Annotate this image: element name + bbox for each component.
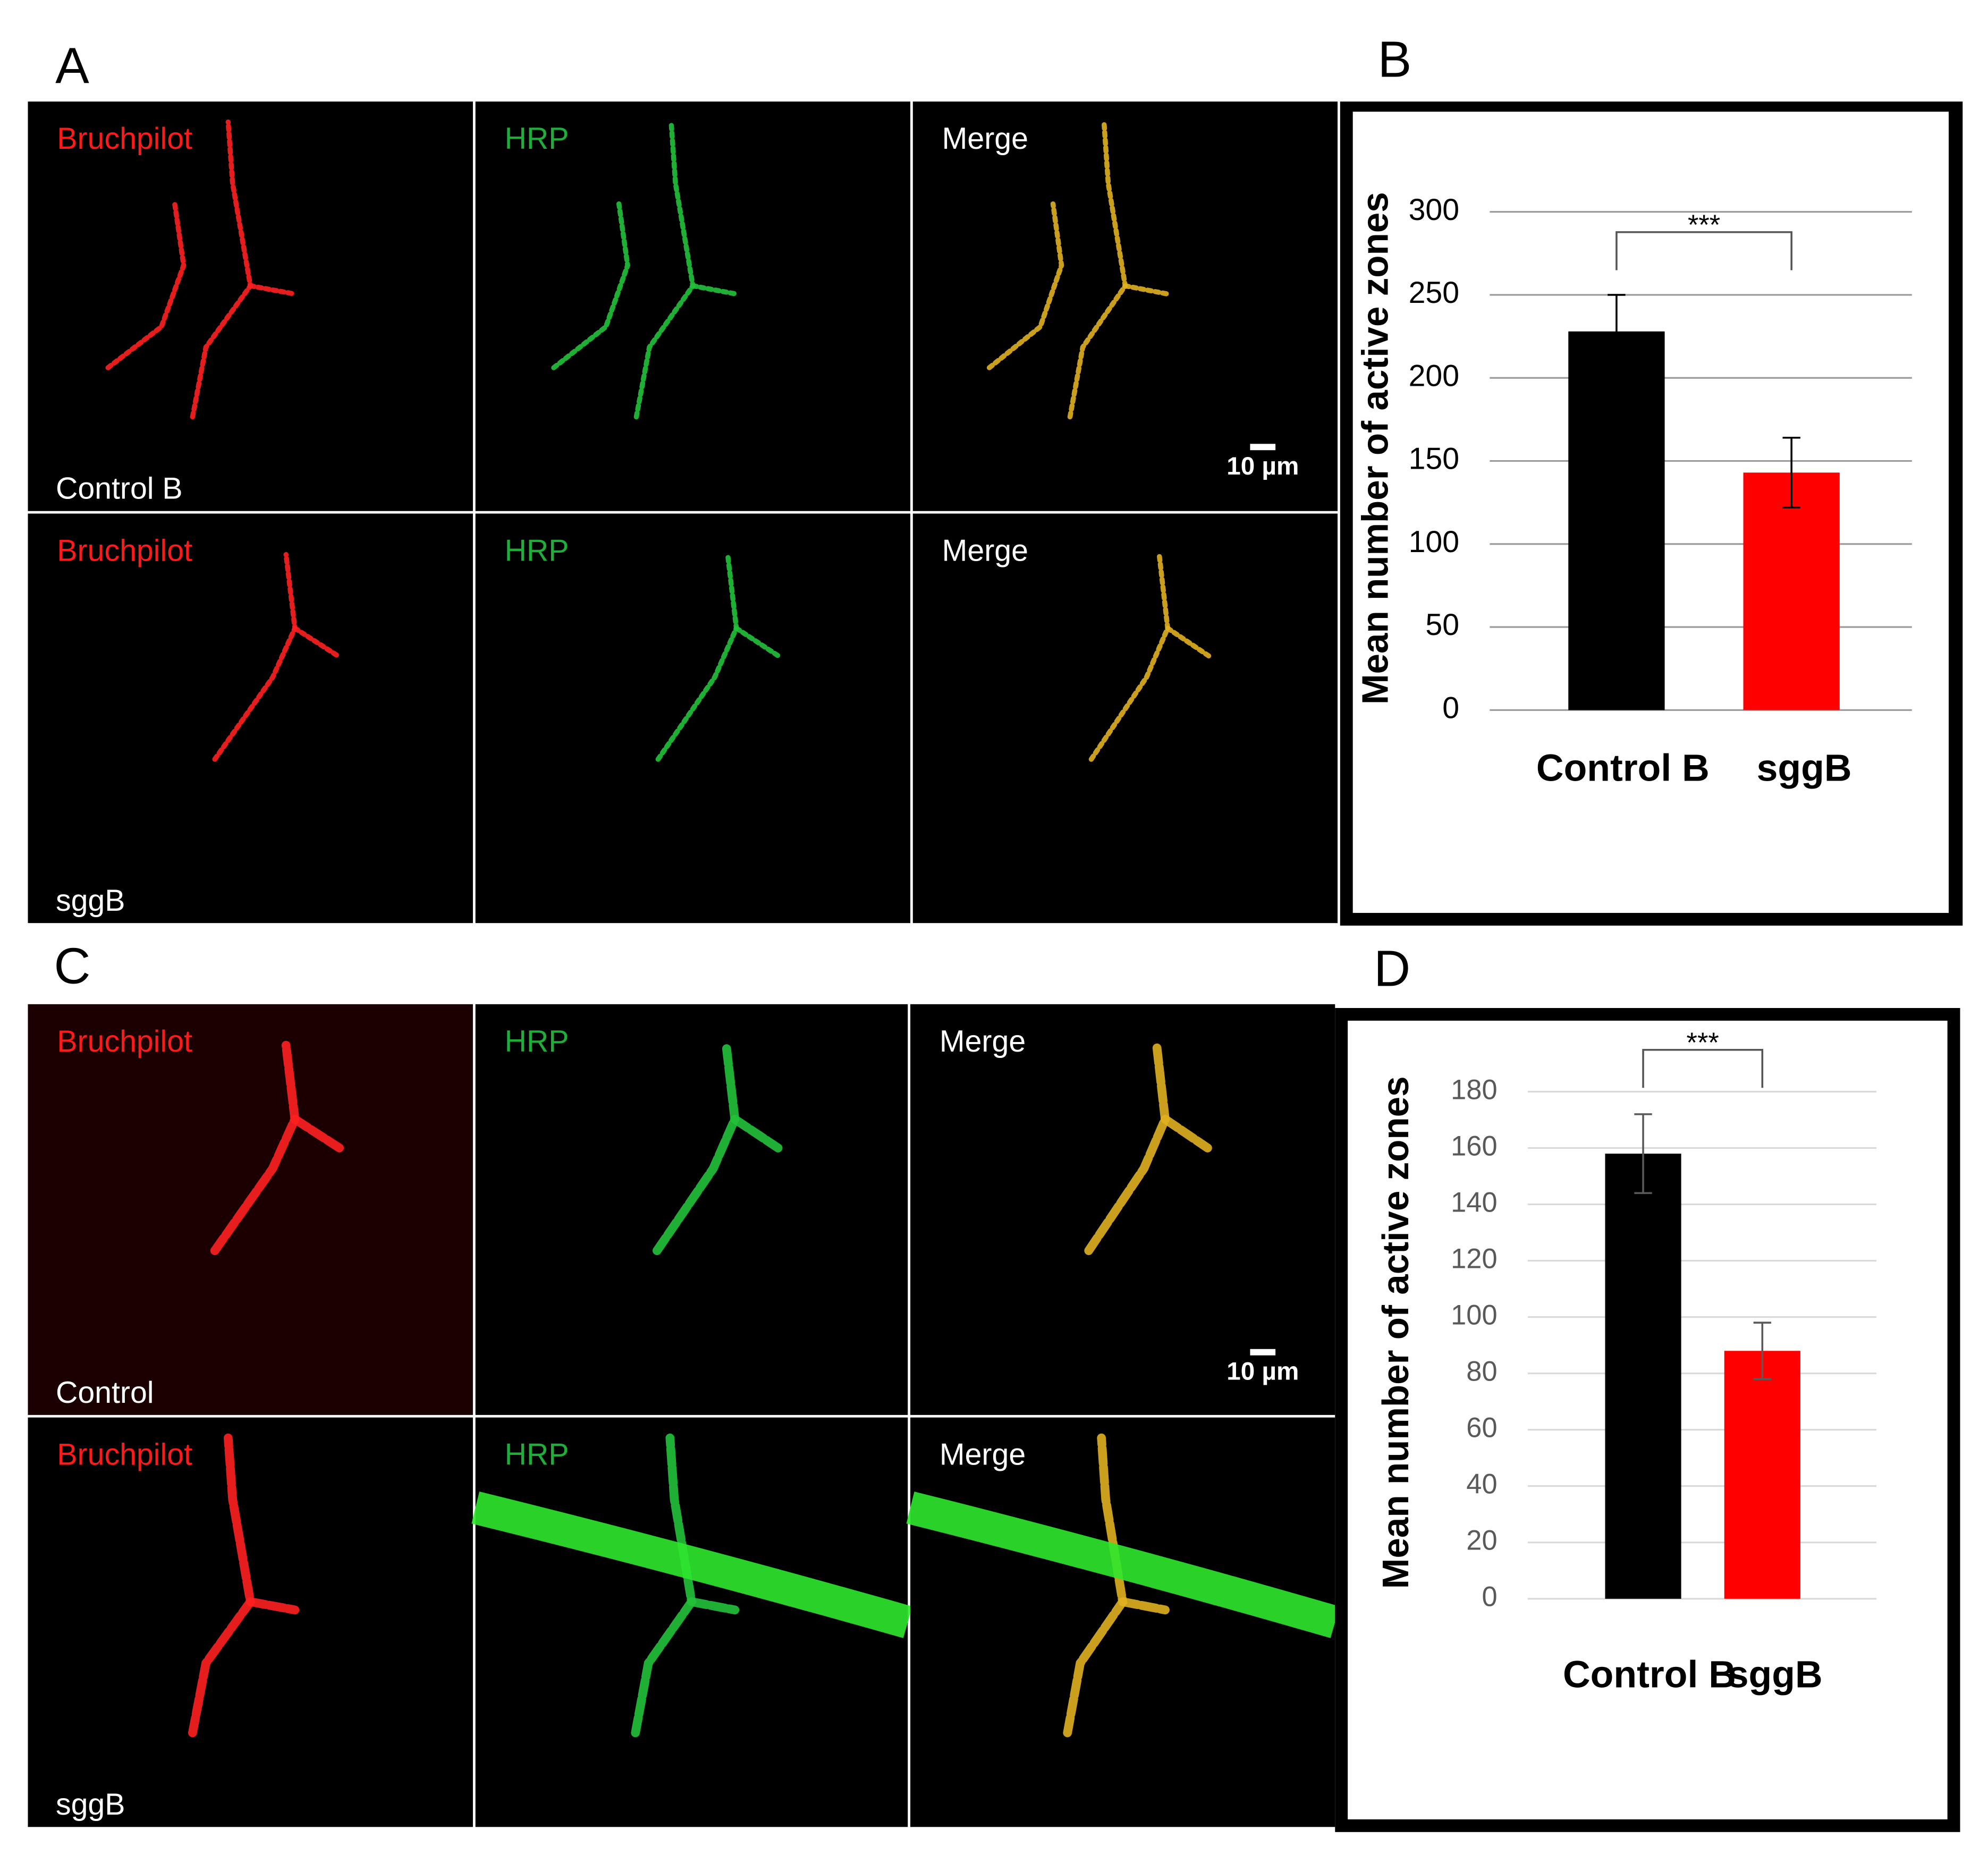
- bar: [1724, 1351, 1800, 1599]
- scale-bar: [1250, 1349, 1276, 1356]
- panel-letter: A: [55, 38, 89, 95]
- y-tick-label: 0: [1442, 691, 1459, 725]
- channel-label: Merge: [942, 122, 1028, 156]
- scale-bar: [1250, 444, 1276, 451]
- micrograph: [475, 513, 911, 924]
- micrograph: [28, 1417, 473, 1827]
- neuron-branch: [1118, 1597, 1170, 1615]
- neuron-branch: [212, 552, 298, 762]
- y-tick-label: 140: [1451, 1187, 1498, 1218]
- micrograph: [910, 1004, 1335, 1415]
- error-bar: [1782, 436, 1800, 509]
- y-tick-label: 300: [1409, 193, 1460, 227]
- significance-bracket: [1642, 1048, 1764, 1088]
- channel-label: Bruchpilot: [57, 1438, 192, 1472]
- neuron-branch: [690, 283, 739, 297]
- bar: [1605, 1154, 1681, 1599]
- neuron-branch: [733, 625, 783, 660]
- error-bar: [1634, 1113, 1652, 1195]
- neuron-branch: [290, 1114, 344, 1153]
- y-tick-label: 100: [1451, 1299, 1498, 1331]
- y-axis-title: Mean number of active zones: [1375, 1076, 1416, 1589]
- y-axis-title: Mean number of active zones: [1355, 192, 1396, 705]
- neuron-branch: [551, 201, 630, 370]
- x-tick-label: Control B: [1563, 1654, 1736, 1696]
- micrograph: [475, 1417, 908, 1827]
- panel-letter: B: [1378, 32, 1412, 88]
- y-tick-label: 60: [1466, 1412, 1497, 1444]
- error-bar: [1608, 294, 1626, 369]
- y-tick-label: 50: [1425, 608, 1459, 642]
- trachea: [471, 1492, 912, 1638]
- micrograph: [912, 101, 1338, 511]
- channel-label: Merge: [940, 1024, 1026, 1058]
- neuron-branch: [248, 283, 298, 297]
- neuron-branch: [210, 1040, 300, 1256]
- condition-label: sggB: [56, 884, 125, 918]
- channel-label: HRP: [505, 1024, 569, 1058]
- y-tick-label: 0: [1482, 1581, 1497, 1613]
- channel-label: HRP: [505, 1438, 569, 1472]
- panel-letter: D: [1374, 941, 1410, 997]
- y-tick-label: 160: [1451, 1130, 1498, 1162]
- panel-letter: C: [54, 938, 91, 995]
- neuron-branch: [986, 201, 1064, 370]
- x-tick-label: sggB: [1728, 1654, 1823, 1696]
- significance-label: ***: [1688, 209, 1720, 241]
- x-tick-label: sggB: [1757, 747, 1852, 790]
- micrograph: [912, 513, 1338, 924]
- error-bar: [1753, 1322, 1772, 1380]
- channel-label: Bruchpilot: [57, 1024, 192, 1058]
- neuron-branch: [1084, 1040, 1170, 1256]
- bar: [1743, 472, 1840, 710]
- condition-label: sggB: [56, 1788, 125, 1822]
- micrograph: [475, 1004, 908, 1415]
- neuron-branch: [105, 201, 187, 370]
- channel-label: HRP: [505, 534, 569, 568]
- condition-label: Control B: [56, 472, 183, 506]
- micrograph: [475, 101, 911, 511]
- trachea: [906, 1492, 1340, 1638]
- channel-label: Bruchpilot: [57, 534, 192, 568]
- neuron-branch: [1088, 552, 1171, 762]
- scale-bar-label: 10 µm: [1226, 1358, 1299, 1386]
- y-tick-label: 40: [1466, 1469, 1497, 1500]
- y-tick-label: 100: [1409, 525, 1460, 559]
- condition-label: Control: [56, 1376, 154, 1410]
- y-tick-label: 150: [1409, 442, 1460, 476]
- neuron-branch: [246, 1597, 300, 1615]
- neuron-branch: [687, 1597, 740, 1615]
- micrograph: [910, 1417, 1335, 1827]
- neuron-branch: [730, 1114, 783, 1153]
- channel-label: Merge: [942, 534, 1028, 568]
- channel-label: Merge: [940, 1438, 1026, 1472]
- neuron-branch: [653, 1040, 740, 1256]
- channel-label: Bruchpilot: [57, 122, 192, 156]
- x-tick-label: Control B: [1536, 747, 1710, 790]
- y-tick-label: 250: [1409, 276, 1460, 310]
- significance-label: ***: [1687, 1027, 1719, 1058]
- neuron-branch: [1165, 625, 1213, 660]
- y-tick-label: 20: [1466, 1525, 1497, 1556]
- significance-bracket: [1615, 231, 1792, 270]
- neuron-branch: [1161, 1114, 1212, 1153]
- y-tick-label: 80: [1466, 1356, 1497, 1387]
- y-tick-label: 180: [1451, 1074, 1498, 1105]
- y-tick-label: 120: [1451, 1243, 1498, 1274]
- micrograph: [28, 101, 473, 511]
- scale-bar-label: 10 µm: [1226, 452, 1299, 480]
- micrograph: [28, 1004, 473, 1415]
- neuron-branch: [655, 552, 739, 762]
- micrograph: [28, 513, 473, 924]
- neuron-branch: [292, 625, 342, 660]
- bar: [1568, 331, 1665, 710]
- neuron-branch: [1122, 283, 1171, 297]
- channel-label: HRP: [505, 122, 569, 156]
- y-tick-label: 200: [1409, 359, 1460, 393]
